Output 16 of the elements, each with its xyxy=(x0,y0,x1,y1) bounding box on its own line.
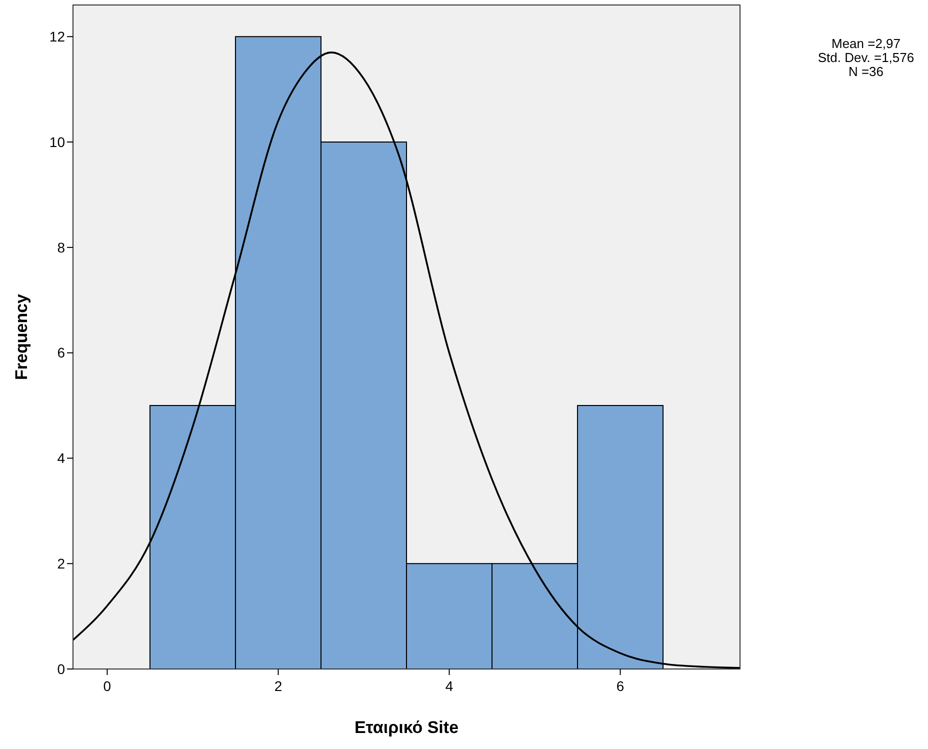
x-tick-label: 6 xyxy=(616,678,624,694)
y-tick-label: 4 xyxy=(57,450,66,466)
text: N =36 xyxy=(848,64,884,79)
x-tick-label: 0 xyxy=(103,678,112,694)
y-tick-label: 6 xyxy=(57,344,66,361)
y-tick-label: 0 xyxy=(57,660,66,677)
text: Mean =2,97 xyxy=(831,36,901,51)
y-tick-label: 2 xyxy=(57,556,66,572)
text: Std. Dev. =1,576 xyxy=(818,50,914,65)
y-tick-label: 10 xyxy=(49,134,66,150)
x-tick-label: 4 xyxy=(445,678,454,694)
x-tick-label: 2 xyxy=(274,678,282,694)
y-tick-label: 12 xyxy=(49,28,66,45)
y-tick-label: 8 xyxy=(57,239,66,256)
x-axis-title: Εταιρικό Site xyxy=(354,718,459,737)
y-axis-title: Frequency xyxy=(12,293,31,380)
